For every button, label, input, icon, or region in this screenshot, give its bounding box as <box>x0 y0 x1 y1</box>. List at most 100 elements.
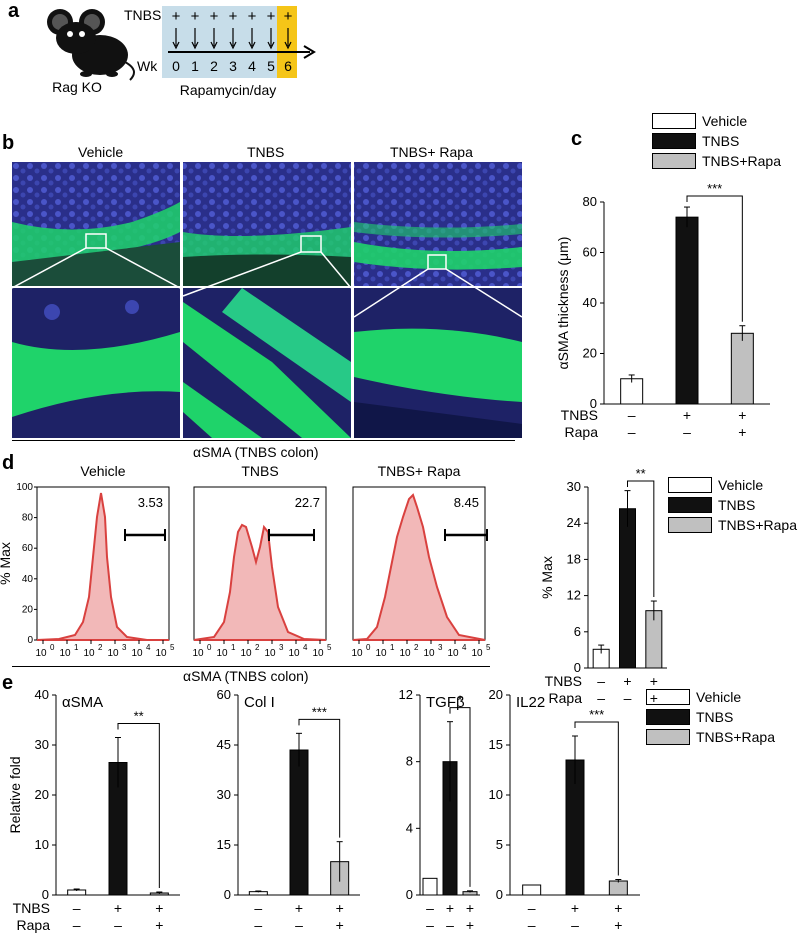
dose-arrowhead-6 <box>284 41 292 50</box>
hist-title-1: TNBS <box>241 463 278 479</box>
row-tnbs-d-2: + <box>650 673 658 689</box>
week-label-3: 3 <box>229 58 237 74</box>
hist-xtick-label-0-1: 10 <box>59 648 71 659</box>
y-tick-label-e2-0: 0 <box>224 887 231 902</box>
week-label-6: 6 <box>284 58 292 74</box>
y-tick-label-d-1: 6 <box>574 624 581 639</box>
row-rapa-e3-1: – <box>446 917 454 933</box>
y-tick-label-e1-1: 10 <box>35 837 49 852</box>
hist-xtick-exp-0-0: 0 <box>50 643 55 652</box>
significance-stars-d: ** <box>636 466 646 481</box>
hist-gate-value-2: 8.45 <box>454 495 479 510</box>
hist-title-2: TNBS+ Rapa <box>378 463 461 479</box>
row-rapa-d-2: + <box>650 690 658 706</box>
y-tick-label-c-1: 20 <box>583 346 597 361</box>
significance-stars-e2: *** <box>312 704 327 719</box>
title-e3: TGFβ <box>426 694 465 711</box>
y-tick-label-e3-0: 0 <box>406 887 413 902</box>
row-rapa-e1-2: + <box>155 917 163 933</box>
micrograph-vehicle-high <box>12 288 180 438</box>
hist-xtick-exp-2-3: 3 <box>438 643 443 652</box>
row-tnbs-e2-2: + <box>336 900 344 916</box>
legend-c-tnbs: TNBS <box>702 133 740 149</box>
y-label-c: αSMA thickness (μm) <box>555 237 571 370</box>
y-tick-label-e1-3: 30 <box>35 737 49 752</box>
row-tnbs-label-c: TNBS <box>561 407 598 423</box>
y-tick-label-c-2: 40 <box>583 295 597 310</box>
y-tick-label-e2-4: 60 <box>217 687 231 702</box>
hist-xtick-exp-0-5: 5 <box>170 643 175 652</box>
y-tick-label-d-2: 12 <box>567 588 581 603</box>
panel-label-d: d <box>2 452 15 474</box>
y-tick-label-e4-2: 10 <box>489 787 503 802</box>
row-tnbs-e1-2: + <box>155 900 163 916</box>
row-rapa-d-1: – <box>624 690 632 706</box>
row-tnbs-e1-1: + <box>114 900 122 916</box>
hist-xtick-label-2-2: 10 <box>399 648 411 659</box>
b-col-tnbs: TNBS <box>247 144 285 160</box>
row-tnbs-d-1: + <box>623 673 631 689</box>
hist-curve-1 <box>193 523 327 641</box>
micrograph-rapa-low <box>354 162 522 286</box>
row-rapa-e4-0: – <box>528 917 536 933</box>
row-rapa-d-0: – <box>597 690 605 706</box>
row-rapa-e1-1: – <box>114 917 122 933</box>
hist-xtick-exp-1-1: 1 <box>231 643 236 652</box>
y-tick-label-c-4: 80 <box>583 194 597 209</box>
hist-xtick-label-2-0: 10 <box>351 648 363 659</box>
row-rapa-e2-2: + <box>336 917 344 933</box>
hist-ytick-label-3: 60 <box>22 543 34 554</box>
legend-d-rapa: TNBS+Rapa <box>718 517 797 533</box>
y-tick-label-d-3: 18 <box>567 551 581 566</box>
legend-e: Vehicle TNBS TNBS+Rapa <box>646 688 775 746</box>
row-tnbs-e4-0: – <box>528 900 536 916</box>
dose-arrowhead-3 <box>229 41 237 50</box>
tnbs-label: TNBS <box>124 7 161 23</box>
row-tnbs-c-2: + <box>738 407 746 423</box>
hist-ytick-label-1: 20 <box>22 604 34 615</box>
row-rapa-e3-2: + <box>466 917 474 933</box>
legend-d-tnbs: TNBS <box>718 497 756 513</box>
row-tnbs-d-0: – <box>597 673 605 689</box>
y-tick-label-d-4: 24 <box>567 515 581 530</box>
b-col-rapa: TNBS+ Rapa <box>390 144 473 160</box>
hist-gate-value-1: 22.7 <box>295 495 320 510</box>
y-tick-label-e1-2: 20 <box>35 787 49 802</box>
title-e4: IL22 <box>516 694 545 711</box>
week-label-4: 4 <box>248 58 256 74</box>
y-tick-label-e2-1: 15 <box>217 837 231 852</box>
hist-xtick-exp-2-1: 1 <box>390 643 395 652</box>
tnbs-dose-1: + <box>191 8 200 25</box>
dose-arrowhead-0 <box>172 41 180 50</box>
panel-label-b: b <box>2 132 15 154</box>
legend-c: Vehicle TNBS TNBS+Rapa <box>652 112 781 170</box>
row-tnbs-e1-0: – <box>73 900 81 916</box>
hist-xtick-label-1-1: 10 <box>216 648 228 659</box>
y-tick-label-e3-1: 4 <box>406 820 413 835</box>
week-label-2: 2 <box>210 58 218 74</box>
row-tnbs-e4-2: + <box>614 900 622 916</box>
hist-xtick-exp-0-3: 3 <box>122 643 127 652</box>
title-e1: αSMA <box>62 694 103 711</box>
row-rapa-label-c: Rapa <box>565 424 599 440</box>
hist-xtick-label-2-1: 10 <box>375 648 387 659</box>
row-rapa-e4-1: – <box>571 917 579 933</box>
y-tick-label-e4-0: 0 <box>496 887 503 902</box>
row-rapa-e2-0: – <box>254 917 262 933</box>
hist-xtick-label-0-2: 10 <box>83 648 95 659</box>
micrograph-tnbs-high <box>183 288 351 438</box>
y-label-d: % Max <box>539 556 555 599</box>
hist-xtick-label-2-5: 10 <box>471 648 483 659</box>
tnbs-dose-5: + <box>267 8 276 25</box>
row-tnbs-c-1: + <box>683 407 691 423</box>
bar-e3-0 <box>422 877 438 896</box>
row-tnbs-label-e1: TNBS <box>13 900 50 916</box>
legend-e-vehicle: Vehicle <box>696 689 742 705</box>
y-tick-label-c-0: 0 <box>590 396 597 411</box>
row-tnbs-e2-1: + <box>295 900 303 916</box>
